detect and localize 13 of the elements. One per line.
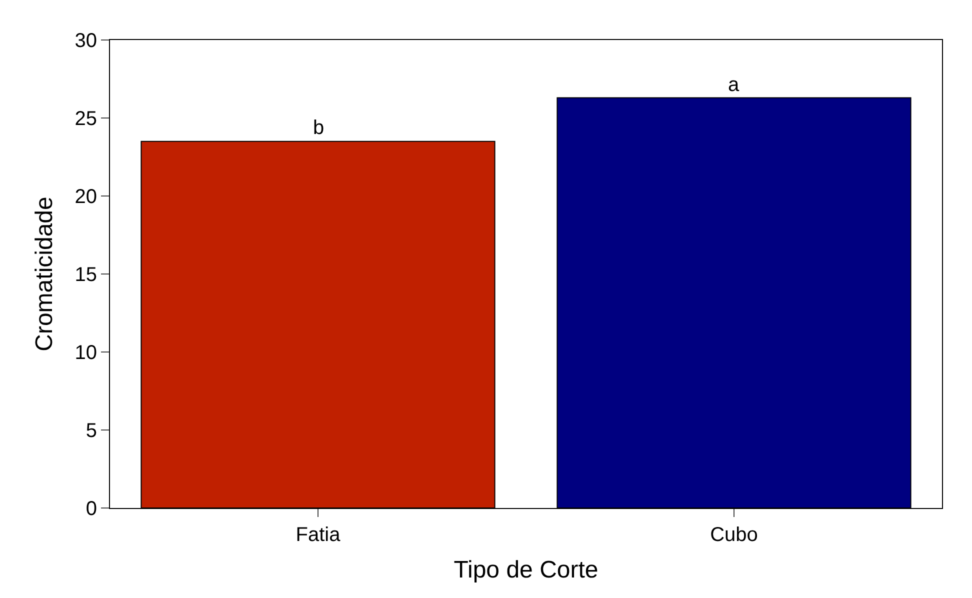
y-tick-label: 15 (74, 264, 97, 286)
annotation: b (313, 117, 324, 139)
y-axis-title: Cromaticidade (30, 196, 58, 352)
x-tick-label: Cubo (710, 524, 758, 546)
y-tick-label: 25 (74, 108, 97, 130)
x-axis-title: Tipo de Corte (454, 556, 598, 584)
annotation: a (728, 74, 740, 96)
y-tick-label: 10 (74, 342, 97, 364)
y-tick-label: 30 (74, 30, 97, 52)
y-tick-label: 0 (86, 498, 97, 520)
y-tick-label: 5 (86, 420, 97, 442)
y-tick-label: 20 (74, 186, 97, 208)
x-tick-label: Fatia (296, 524, 342, 546)
